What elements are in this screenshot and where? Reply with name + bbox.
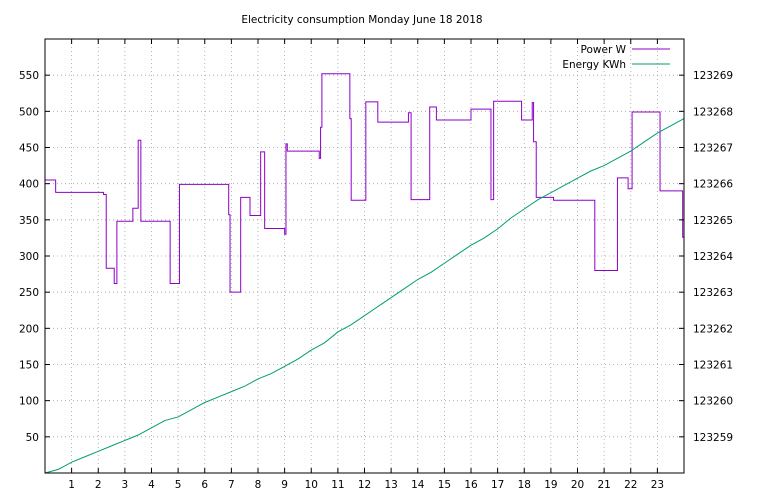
chart-title: Electricity consumption Monday June 18 2… [241, 14, 482, 26]
x-tick-label: 14 [411, 479, 425, 491]
axes: 1 2 3 4 5 6 7 8 9 10 11 12 13 14 15 16 17 18 19 20 21 22 23501… [19, 39, 733, 491]
x-tick-label: 12 [358, 479, 371, 491]
x-tick-label: 21 [597, 479, 610, 491]
y-tick-label: 350 [19, 215, 39, 227]
grid [45, 39, 684, 473]
y2-tick-label: 123261 [693, 360, 733, 372]
y2-tick-label: 123259 [693, 432, 733, 444]
y2-tick-label: 123267 [693, 143, 733, 155]
y2-tick-label: 123268 [693, 106, 733, 118]
x-tick-label: 17 [491, 479, 504, 491]
x-tick-label: 11 [331, 479, 344, 491]
y2-tick-label: 123260 [693, 396, 733, 408]
x-tick-label: 9 [281, 479, 288, 491]
y-tick-label: 400 [19, 179, 39, 191]
y-tick-label: 550 [19, 70, 39, 82]
series-layer [44, 73, 685, 474]
y-tick-label: 100 [19, 396, 39, 408]
legend-label-1: Energy KWh [562, 59, 626, 71]
x-tick-label: 18 [518, 479, 531, 491]
x-tick-label: 5 [175, 479, 182, 491]
y2-tick-label: 123262 [693, 323, 733, 335]
x-tick-label: 20 [571, 479, 584, 491]
y-tick-label: 50 [26, 432, 39, 444]
x-tick-label: 6 [201, 479, 208, 491]
y2-tick-label: 123264 [693, 251, 733, 263]
y2-tick-label: 123263 [693, 287, 733, 299]
x-tick-label: 19 [544, 479, 557, 491]
y-tick-label: 250 [19, 287, 39, 299]
y-tick-label: 200 [19, 323, 39, 335]
legend-label-0: Power W [581, 44, 627, 56]
x-tick-label: 13 [384, 479, 397, 491]
series-line-1 [44, 118, 685, 474]
y2-tick-label: 123265 [693, 215, 733, 227]
x-tick-label: 16 [464, 479, 478, 491]
x-tick-label: 22 [624, 479, 637, 491]
x-tick-label: 15 [438, 479, 451, 491]
x-tick-label: 1 [68, 479, 75, 491]
y-tick-label: 300 [19, 251, 39, 263]
x-tick-label: 8 [255, 479, 262, 491]
y2-tick-label: 123266 [693, 179, 733, 191]
legend: Power W Energy KWh [562, 44, 670, 71]
x-tick-label: 2 [95, 479, 102, 491]
x-tick-label: 23 [651, 479, 664, 491]
x-tick-label: 3 [122, 479, 129, 491]
x-tick-label: 4 [148, 479, 155, 491]
y-tick-label: 450 [19, 143, 39, 155]
x-tick-label: 7 [228, 479, 235, 491]
x-tick-label: 10 [305, 479, 318, 491]
y2-tick-label: 123269 [693, 70, 733, 82]
y-tick-label: 150 [19, 360, 39, 372]
y-tick-label: 500 [19, 106, 39, 118]
series-line-0 [45, 73, 685, 293]
